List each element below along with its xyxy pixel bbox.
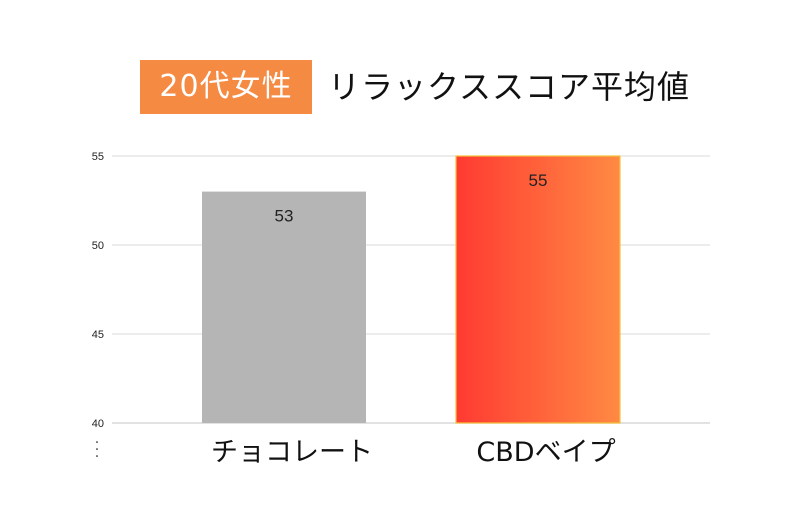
- data-labels: 53 55: [275, 171, 548, 226]
- y-tick-label: 50: [92, 240, 104, 252]
- bar-1: [455, 155, 621, 424]
- category-label-1: CBDベイプ: [476, 437, 615, 468]
- y-tick-label: 55: [92, 151, 104, 163]
- data-label-0: 53: [275, 207, 294, 226]
- chart-title-badge: 20代女性: [140, 60, 312, 114]
- more-options-icon[interactable]: · · ·: [94, 435, 100, 465]
- category-label-0: チョコレート: [211, 437, 373, 468]
- y-tick-label: 45: [92, 329, 104, 341]
- y-tick-label: 40: [92, 418, 104, 430]
- x-axis-categories: チョコレート CBDベイプ: [211, 437, 616, 468]
- chart-title: リラックススコア平均値: [328, 68, 691, 106]
- data-label-1: 55: [529, 171, 548, 190]
- bar-0: [202, 191, 366, 423]
- bars: [202, 155, 621, 424]
- y-axis-ticks: 40 45 50 55: [92, 151, 104, 430]
